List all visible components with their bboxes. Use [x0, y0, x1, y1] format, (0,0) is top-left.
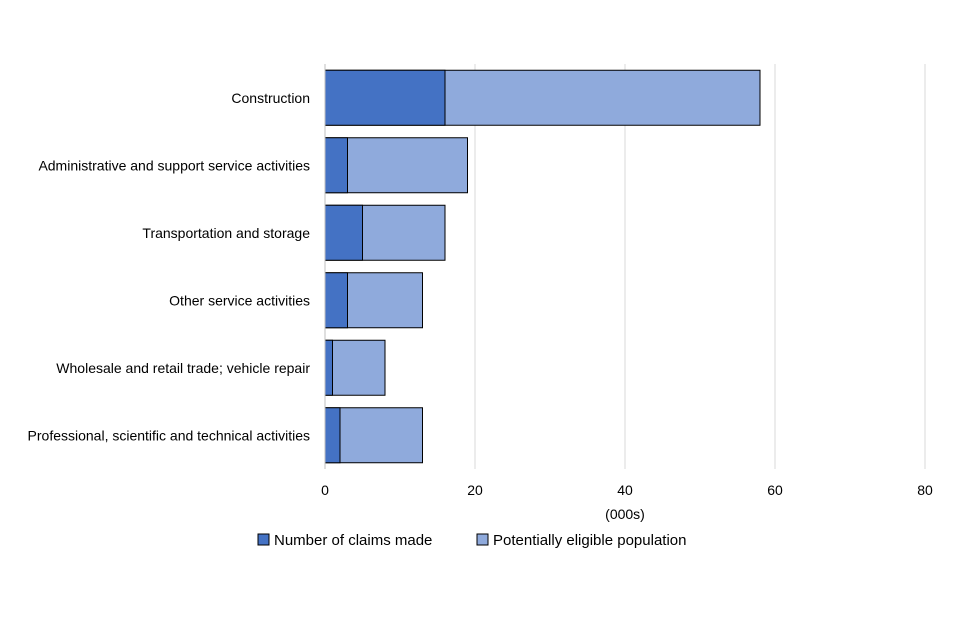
x-tick-labels: 0 20 40 60 80 — [321, 482, 933, 498]
x-tick-label: 20 — [467, 482, 483, 498]
category-labels: Construction Administrative and support s… — [28, 90, 311, 444]
bars — [324, 69, 761, 464]
legend: Number of claims made Potentially eligibl… — [257, 532, 686, 549]
legend-swatch — [476, 533, 489, 546]
legend-label: Potentially eligible population — [493, 532, 686, 549]
category-label: Construction — [231, 90, 310, 106]
bar-claims-made — [324, 137, 348, 194]
x-axis-title: (000s) — [605, 506, 645, 522]
x-tick-label: 80 — [917, 482, 933, 498]
bar-eligible-population — [324, 137, 468, 194]
legend-swatch — [257, 533, 270, 546]
category-label: Wholesale and retail trade; vehicle repa… — [56, 360, 310, 376]
x-tick-label: 0 — [321, 482, 329, 498]
x-tick-label: 60 — [767, 482, 783, 498]
bar-claims-made — [324, 339, 333, 396]
bar-eligible-population — [324, 339, 386, 396]
category-label: Other service activities — [169, 292, 310, 308]
bar-claims-made — [324, 204, 363, 261]
gridlines — [474, 64, 926, 469]
category-label: Administrative and support service activ… — [38, 157, 310, 173]
bar-claims-made — [324, 69, 446, 126]
bar-claims-made — [324, 407, 341, 464]
x-tick-label: 40 — [617, 482, 633, 498]
bar-claims-made — [324, 272, 348, 329]
category-label: Professional, scientific and technical a… — [28, 427, 310, 443]
legend-label: Number of claims made — [274, 532, 432, 549]
category-label: Transportation and storage — [142, 225, 310, 241]
